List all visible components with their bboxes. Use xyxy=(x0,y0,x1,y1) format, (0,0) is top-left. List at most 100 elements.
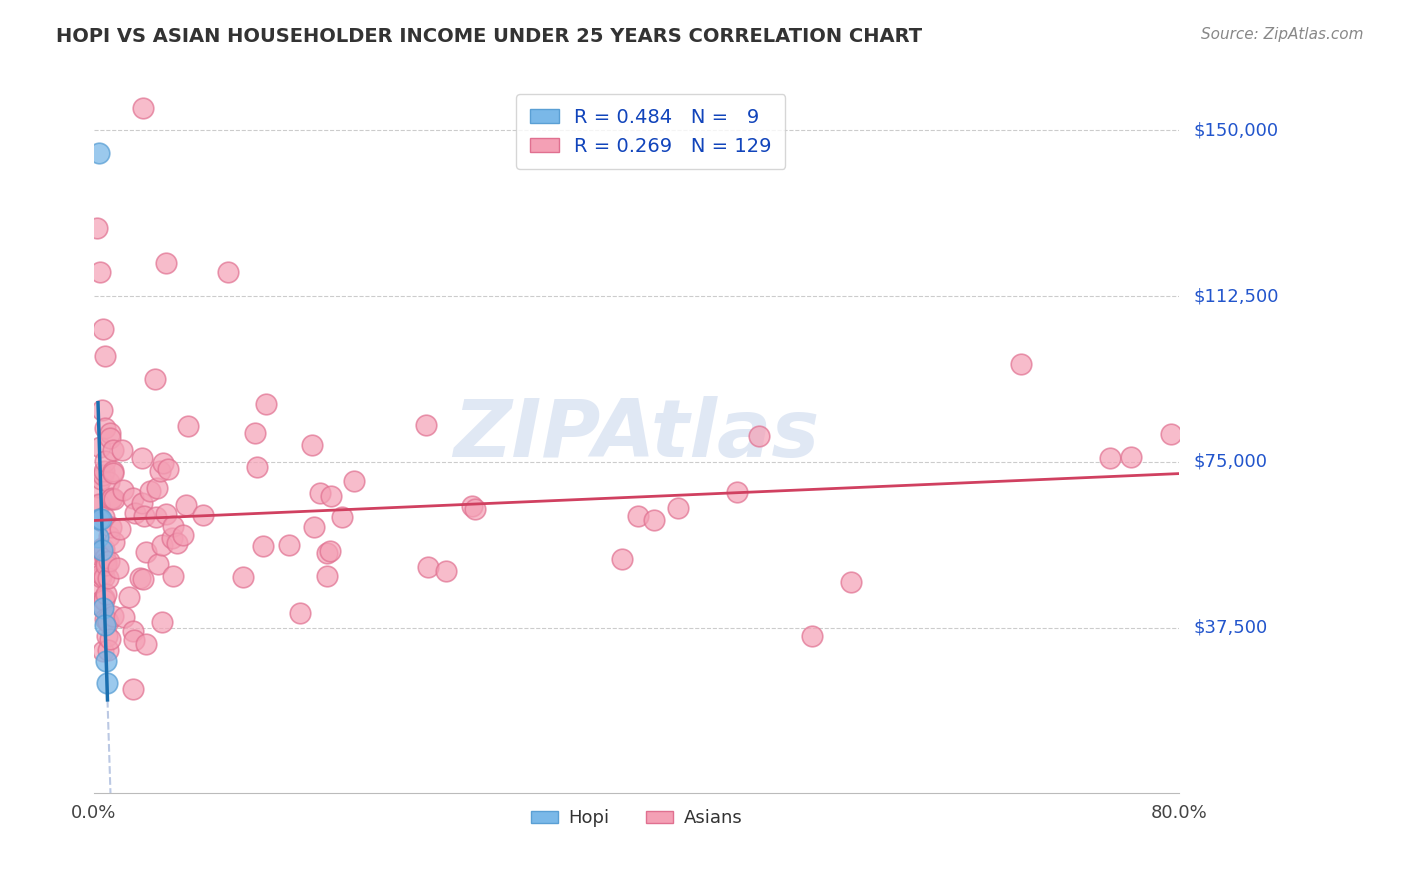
Point xyxy=(86,565,108,579)
Point xyxy=(162,518,184,533)
Point xyxy=(128,571,150,585)
Point xyxy=(101,466,124,480)
Point xyxy=(217,265,239,279)
Point xyxy=(97,615,120,629)
Point xyxy=(316,568,339,582)
Point xyxy=(91,599,114,614)
Point xyxy=(89,594,111,608)
Point xyxy=(278,538,301,552)
Point xyxy=(93,593,115,607)
Point xyxy=(84,582,107,596)
Point xyxy=(146,481,169,495)
Point xyxy=(1099,451,1122,466)
Point xyxy=(107,561,129,575)
Point xyxy=(243,426,266,441)
Point xyxy=(139,483,162,498)
Point xyxy=(145,509,167,524)
Point xyxy=(108,522,131,536)
Point xyxy=(124,507,146,521)
Point xyxy=(98,632,121,646)
Point xyxy=(91,644,114,658)
Point xyxy=(801,629,824,643)
Point xyxy=(97,554,120,568)
Point xyxy=(302,520,325,534)
Point xyxy=(193,508,215,522)
Point xyxy=(94,618,117,632)
Point xyxy=(96,558,118,573)
Point xyxy=(643,513,665,527)
Point xyxy=(155,507,177,521)
Point xyxy=(112,609,135,624)
Point xyxy=(87,530,110,544)
Point xyxy=(117,591,139,605)
Text: ZIPAtlas: ZIPAtlas xyxy=(453,396,820,475)
Point xyxy=(155,256,177,270)
Point xyxy=(91,543,114,558)
Point xyxy=(97,643,120,657)
Point xyxy=(232,570,254,584)
Point xyxy=(135,545,157,559)
Point xyxy=(111,483,134,498)
Point xyxy=(131,101,153,115)
Point xyxy=(91,514,114,528)
Point xyxy=(132,572,155,586)
Point xyxy=(94,587,117,601)
Point xyxy=(416,560,439,574)
Point xyxy=(103,534,125,549)
Point xyxy=(86,220,108,235)
Point xyxy=(122,624,145,639)
Point xyxy=(93,542,115,557)
Point xyxy=(122,633,145,648)
Point xyxy=(748,429,770,443)
Point xyxy=(103,491,125,506)
Point xyxy=(93,463,115,477)
Point xyxy=(87,480,110,494)
Point xyxy=(315,546,337,560)
Point xyxy=(89,512,111,526)
Point xyxy=(301,438,323,452)
Point xyxy=(166,536,188,550)
Point xyxy=(90,570,112,584)
Point xyxy=(94,556,117,570)
Point xyxy=(89,265,111,279)
Point xyxy=(98,432,121,446)
Point xyxy=(90,567,112,582)
Point xyxy=(90,512,112,526)
Point xyxy=(93,570,115,584)
Point xyxy=(94,349,117,363)
Point xyxy=(841,574,863,589)
Text: HOPI VS ASIAN HOUSEHOLDER INCOME UNDER 25 YEARS CORRELATION CHART: HOPI VS ASIAN HOUSEHOLDER INCOME UNDER 2… xyxy=(56,27,922,45)
Point xyxy=(434,565,457,579)
Point xyxy=(160,531,183,545)
Point xyxy=(145,372,167,386)
Point xyxy=(91,468,114,483)
Point xyxy=(93,612,115,626)
Point xyxy=(93,509,115,524)
Point xyxy=(100,520,122,534)
Point xyxy=(252,540,274,554)
Point xyxy=(612,551,634,566)
Point xyxy=(627,508,650,523)
Point xyxy=(94,421,117,435)
Point xyxy=(103,443,125,458)
Point xyxy=(91,322,114,336)
Point xyxy=(100,491,122,506)
Point xyxy=(330,509,353,524)
Point xyxy=(172,528,194,542)
Point xyxy=(93,591,115,606)
Legend: Hopi, Asians: Hopi, Asians xyxy=(523,802,749,834)
Point xyxy=(122,682,145,697)
Point xyxy=(94,550,117,565)
Point xyxy=(415,417,437,432)
Point xyxy=(464,501,486,516)
Point xyxy=(1160,427,1182,442)
Point xyxy=(86,547,108,561)
Point xyxy=(135,637,157,651)
Point xyxy=(308,486,330,500)
Point xyxy=(94,454,117,468)
Point xyxy=(97,571,120,585)
Point xyxy=(162,568,184,582)
Text: $150,000: $150,000 xyxy=(1194,121,1278,139)
Point xyxy=(89,472,111,486)
Point xyxy=(93,545,115,559)
